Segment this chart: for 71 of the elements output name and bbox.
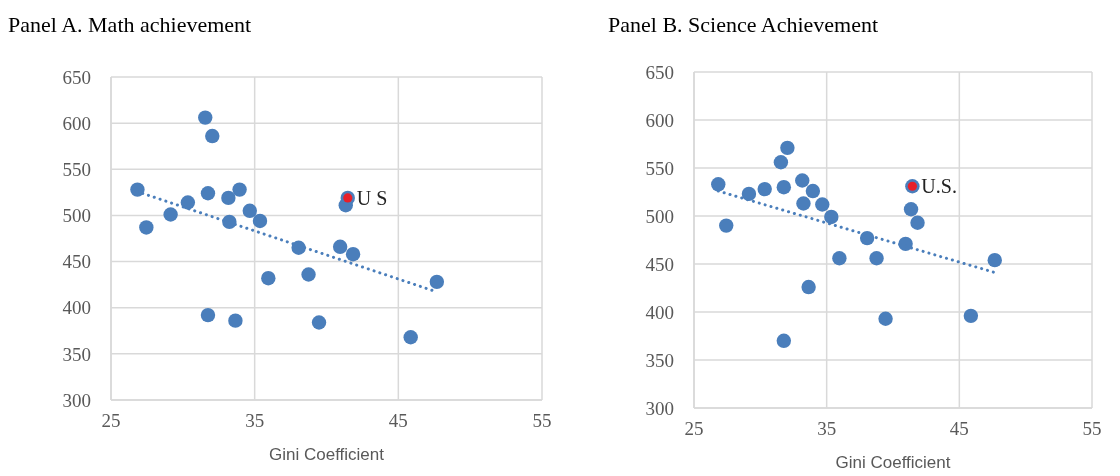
y-tick-label: 350 (645, 349, 674, 371)
point (232, 182, 247, 197)
y-tick-label: 600 (645, 109, 674, 131)
chart-title: Panel A. Math achievement (8, 12, 252, 38)
x-tick-label: 35 (245, 410, 265, 432)
point (987, 252, 1002, 268)
point (719, 218, 734, 233)
point (824, 209, 839, 225)
point (345, 246, 361, 262)
annotation: U.S. (921, 175, 957, 198)
point (301, 267, 316, 282)
x-tick-label: 25 (101, 410, 121, 432)
x-tick-label: 55 (532, 410, 552, 432)
x-tick-label: 35 (817, 418, 837, 440)
point (205, 128, 220, 144)
point (963, 308, 979, 324)
x-tick-label: 25 (684, 418, 704, 440)
point (198, 110, 213, 125)
point (139, 220, 154, 235)
point (332, 239, 348, 255)
point (429, 274, 445, 290)
point (221, 190, 236, 206)
y-tick-label: 400 (645, 301, 674, 323)
point (403, 330, 418, 345)
point (711, 177, 726, 192)
y-tick-label: 500 (62, 205, 91, 227)
point (795, 173, 810, 188)
y-tick-label: 450 (62, 251, 91, 273)
x-tick-label: 55 (1082, 418, 1102, 440)
y-tick-label: 350 (62, 343, 91, 365)
point (200, 307, 216, 323)
y-tick-label: 650 (62, 66, 91, 88)
point (242, 203, 257, 219)
point (757, 181, 772, 197)
chart-title: Panel B. Science Achievement (608, 12, 879, 38)
point (228, 313, 243, 328)
point (910, 215, 925, 230)
x-axis-title: Gini Coefficient (835, 453, 951, 472)
point (801, 279, 816, 295)
y-tick-label: 500 (645, 205, 674, 227)
point (776, 333, 792, 348)
point (878, 311, 893, 326)
point (815, 197, 830, 212)
y-tick-label: 650 (645, 61, 674, 83)
y-tick-label: 450 (645, 253, 674, 275)
point (805, 183, 821, 199)
point (163, 207, 178, 222)
point (869, 251, 884, 266)
x-tick-label: 45 (388, 410, 408, 432)
point (180, 195, 196, 210)
x-tick-label: 45 (949, 418, 969, 440)
x-axis-title: Gini Coefficient (269, 445, 385, 464)
point (780, 140, 795, 156)
point (261, 270, 276, 286)
y-tick-label: 600 (62, 112, 91, 134)
point (796, 196, 811, 211)
point (252, 213, 268, 229)
y-tick-label: 550 (645, 157, 674, 179)
point (311, 315, 327, 330)
point (832, 251, 847, 266)
point (200, 186, 216, 201)
y-tick-label: 300 (645, 397, 674, 419)
point (773, 155, 789, 170)
y-tick-label: 400 (62, 297, 91, 319)
point (741, 186, 757, 202)
point (903, 202, 919, 217)
y-tick-label: 550 (62, 159, 91, 181)
y-tick-label: 300 (62, 389, 91, 411)
point (859, 230, 875, 246)
annotation: U S (356, 186, 388, 209)
point (776, 180, 792, 195)
